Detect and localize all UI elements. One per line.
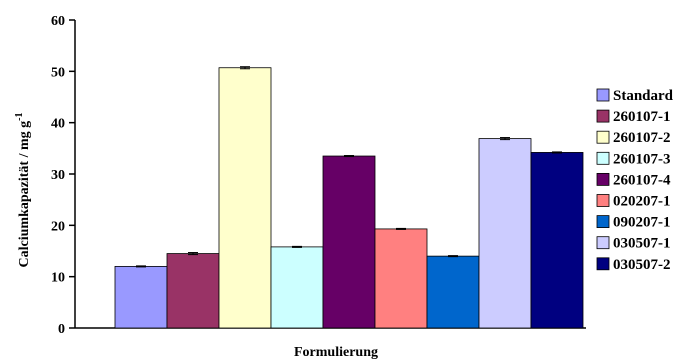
bar-260107-2	[218, 67, 272, 329]
y-tick-label: 20	[51, 219, 65, 234]
y-tick-label: 50	[51, 65, 65, 80]
legend-swatch-030507-2	[596, 257, 610, 271]
y-tick-label: 30	[51, 168, 65, 183]
legend-swatch-030507-1	[596, 236, 610, 250]
y-axis-title-text: Calciumkapazität / mg g	[17, 121, 32, 268]
y-axis-title: Calciumkapazität / mg g-1	[14, 113, 32, 268]
legend-swatch-260107-1	[596, 109, 610, 123]
bar-090207-1	[426, 255, 480, 329]
y-ticks: 0 10 20 30 40 50 60	[51, 14, 75, 337]
bar-Standard	[114, 265, 168, 329]
legend-swatch-260107-2	[596, 130, 610, 144]
legend-swatch-260107-4	[596, 172, 610, 186]
x-axis-title: Formulierung	[294, 345, 378, 360]
legend-label-030507-1: 030507-1	[613, 236, 671, 252]
legend-swatch-Standard	[596, 88, 610, 102]
plot-area: 0 10 20 30 40 50 60	[51, 14, 586, 337]
legend-label-030507-2: 030507-2	[613, 257, 671, 273]
legend-label-090207-1: 090207-1	[613, 215, 671, 231]
legend-label-260107-4: 260107-4	[613, 172, 671, 188]
bar-260107-1	[166, 253, 220, 329]
bar-030507-2	[530, 152, 584, 329]
bar-260107-3	[270, 246, 324, 329]
bar-030507-1	[478, 138, 532, 329]
legend-label-260107-3: 260107-3	[613, 151, 671, 167]
error-bars	[136, 66, 562, 268]
y-axis-title-superscript: -1	[14, 113, 25, 121]
bar-020207-1	[374, 228, 428, 329]
bars	[114, 67, 584, 329]
legend-label-260107-1: 260107-1	[613, 109, 671, 125]
legend: Standard 260107-1 260107-2 260107-3 260107-4…	[596, 88, 674, 273]
y-tick-label: 0	[58, 322, 65, 337]
legend-label-020207-1: 020207-1	[613, 194, 671, 210]
legend-swatch-020207-1	[596, 194, 610, 207]
legend-swatch-090207-1	[596, 215, 610, 229]
legend-label-260107-2: 260107-2	[613, 130, 671, 146]
y-tick-label: 40	[51, 117, 65, 132]
legend-swatch-260107-3	[596, 151, 610, 165]
legend-label-Standard: Standard	[613, 88, 674, 104]
bar-260107-4	[322, 155, 376, 329]
y-tick-label: 60	[51, 14, 65, 29]
y-tick-label: 10	[51, 271, 65, 286]
